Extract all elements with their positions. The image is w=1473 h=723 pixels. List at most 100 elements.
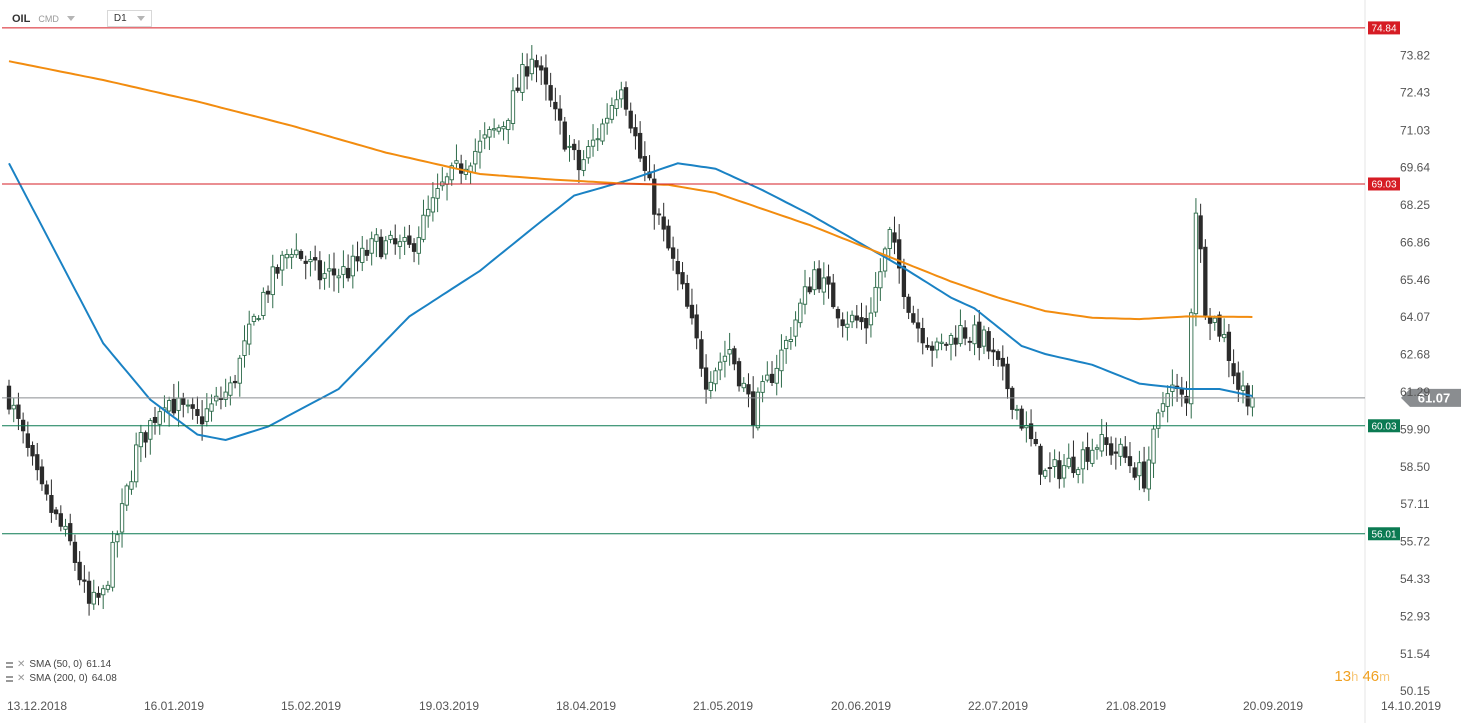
candle	[666, 219, 671, 251]
list-icon[interactable]	[6, 661, 13, 668]
candle-body	[1217, 314, 1222, 337]
instrument-type: CMD	[38, 13, 59, 24]
candle	[779, 334, 784, 388]
candle-body	[280, 254, 285, 271]
candle	[576, 140, 582, 183]
level-badge	[1368, 21, 1400, 35]
candle	[798, 298, 803, 328]
candle-body	[529, 58, 534, 75]
candle-body	[779, 349, 784, 372]
candle	[840, 312, 845, 338]
candle	[708, 371, 713, 399]
candle	[864, 305, 869, 344]
y-tick-label: 62.68	[1400, 348, 1430, 362]
close-icon[interactable]: ✕	[17, 673, 26, 684]
candle-body	[510, 90, 516, 124]
candle-body	[934, 341, 940, 351]
candle	[1118, 438, 1123, 466]
candle	[426, 195, 431, 228]
symbol-label[interactable]: OIL	[12, 12, 31, 25]
close-icon[interactable]: ✕	[17, 659, 26, 670]
candle	[1061, 454, 1067, 488]
candle-body	[331, 268, 337, 276]
candle-body	[1203, 246, 1208, 316]
level-badge	[1368, 527, 1400, 541]
candle-body	[751, 391, 756, 426]
candle	[892, 216, 897, 255]
candle	[854, 305, 859, 329]
candle-body	[986, 331, 991, 352]
sma50-line	[8, 162, 1253, 442]
candle	[261, 287, 266, 320]
candle	[826, 264, 831, 299]
candle-body	[661, 216, 666, 230]
candle	[491, 118, 497, 138]
candle-body	[1240, 385, 1246, 391]
candle	[746, 373, 751, 408]
candle	[623, 81, 629, 116]
candle	[812, 261, 817, 295]
candle	[190, 397, 195, 420]
candle-body	[430, 197, 436, 213]
candle	[600, 118, 605, 145]
candle	[152, 406, 158, 435]
candle-body	[816, 268, 822, 290]
candle-body	[232, 380, 238, 384]
candle	[605, 103, 610, 135]
timeframe-select[interactable]: D1	[106, 10, 152, 27]
candle	[228, 376, 233, 406]
candle	[878, 258, 883, 301]
candle-body	[1066, 457, 1071, 468]
candle	[939, 333, 944, 351]
candle	[1141, 446, 1147, 493]
candle	[336, 268, 341, 293]
candle-body	[878, 271, 883, 289]
candle	[256, 315, 261, 322]
candle-body	[397, 241, 403, 247]
y-tick-label: 73.82	[1400, 48, 1430, 62]
candle-body	[421, 214, 426, 240]
candle	[581, 150, 586, 177]
candle	[1057, 451, 1062, 489]
candle	[694, 304, 699, 350]
candle	[699, 330, 704, 377]
candle	[223, 378, 228, 407]
candle-body	[906, 296, 911, 313]
x-tick-label: 21.05.2019	[693, 699, 753, 713]
candle	[718, 352, 723, 381]
candle-body	[1151, 428, 1156, 464]
candle	[821, 262, 826, 305]
candle-body	[303, 260, 308, 264]
level-label: 74.84	[1371, 23, 1396, 34]
candle	[647, 155, 652, 181]
candle	[1132, 462, 1137, 481]
candle-body	[1123, 446, 1128, 458]
candle	[515, 74, 520, 93]
list-icon[interactable]	[6, 675, 13, 682]
candle-body	[1165, 393, 1170, 407]
y-tick-label: 61.29	[1400, 385, 1430, 399]
candle	[765, 361, 770, 383]
candle	[327, 254, 332, 288]
candle	[1165, 385, 1170, 423]
candle	[656, 208, 662, 225]
candle	[930, 341, 935, 367]
candle	[1005, 356, 1010, 399]
candle	[590, 124, 596, 157]
candle	[1043, 468, 1048, 480]
legend-value: 64.08	[91, 673, 117, 684]
candle-body	[91, 591, 96, 605]
candle-body	[364, 249, 370, 256]
candle-body	[1226, 331, 1232, 361]
candle	[388, 230, 393, 244]
candle-body	[1118, 443, 1123, 457]
candle-body	[289, 254, 294, 258]
chevron-down-icon[interactable]	[66, 16, 75, 21]
candle-body	[72, 541, 78, 563]
candle	[609, 97, 615, 124]
x-tick-label: 14.10.2019	[1381, 699, 1441, 713]
x-tick-label: 20.09.2019	[1243, 699, 1303, 713]
candle	[322, 261, 327, 290]
candle	[270, 254, 275, 309]
